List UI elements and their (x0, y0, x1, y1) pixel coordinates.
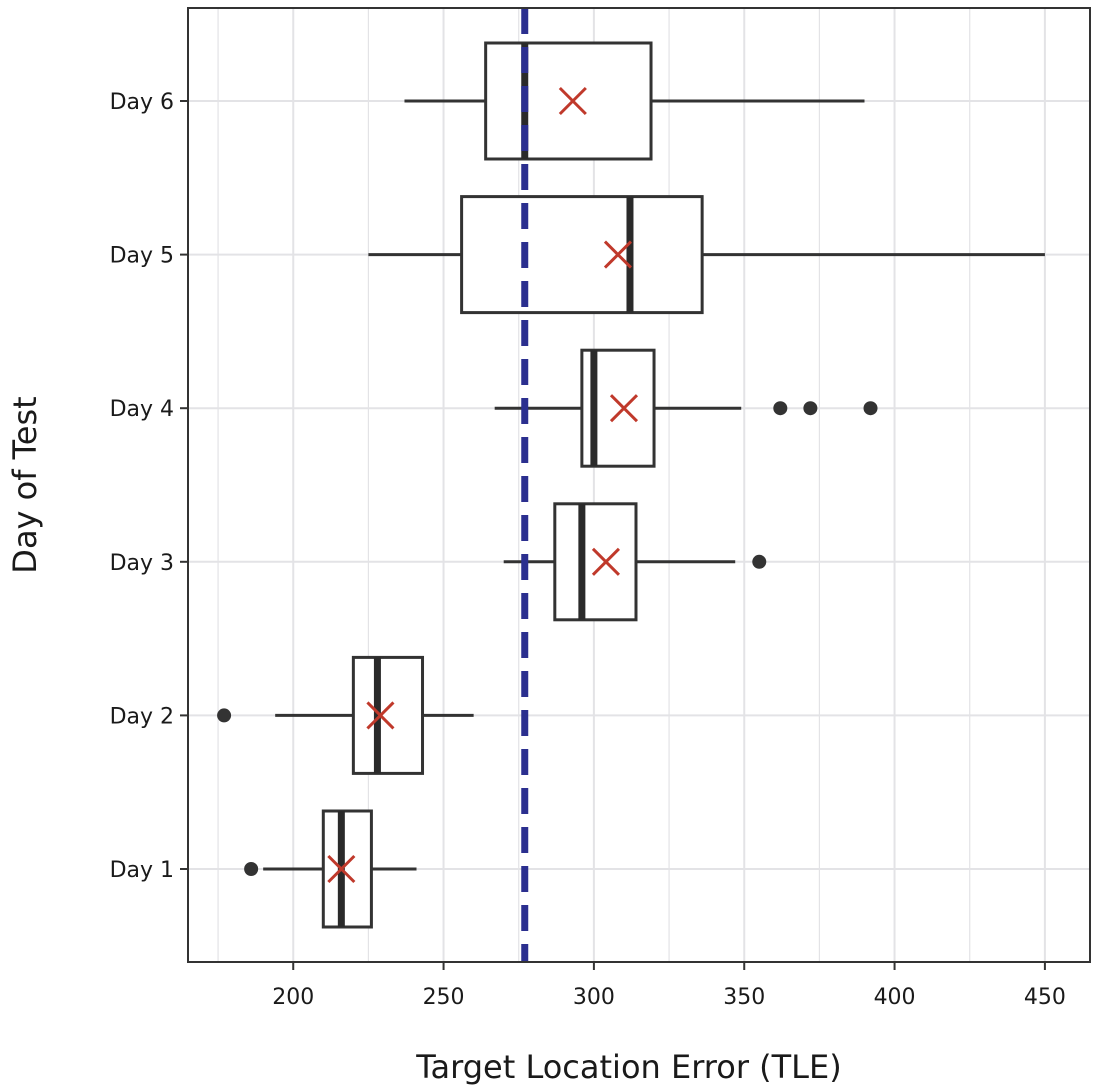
mean-marker-stroke (609, 394, 639, 423)
outlier-point (752, 554, 767, 569)
plot-background (188, 8, 1090, 962)
mean-marker-stroke (327, 854, 356, 884)
y-axis-title: Day of Test (6, 396, 44, 573)
mean-marker-stroke (591, 547, 620, 576)
mean-marker (558, 86, 587, 116)
mean-marker-stroke (603, 240, 633, 269)
y-tick-label: Day 1 (110, 858, 174, 883)
y-tick-label: Day 5 (110, 244, 174, 269)
x-tick-label: 450 (1024, 985, 1066, 1010)
outlier-point (244, 862, 259, 876)
x-tick-label: 250 (423, 985, 465, 1010)
outlier-point (773, 401, 788, 416)
box-plots (217, 41, 1045, 929)
grid-lines (188, 8, 1090, 962)
y-axis-ticks: Day 1 Day 2 Day 3 Day 4 Day 5 Day 6 (110, 90, 188, 883)
x-tick-label: 350 (723, 985, 765, 1010)
y-tick-label: Day 6 (110, 90, 174, 115)
mean-marker (603, 240, 633, 269)
iqr-box (321, 809, 373, 929)
x-axis-ticks: 200 250 300 350 400 450 (272, 962, 1066, 1010)
y-tick-label: Day 2 (110, 704, 174, 729)
iqr-box (460, 195, 704, 315)
mean-marker (609, 394, 639, 423)
iqr-box (351, 655, 425, 775)
box-day-4 (494, 348, 878, 468)
x-tick-label: 400 (874, 985, 916, 1010)
x-tick-label: 300 (573, 985, 615, 1010)
box-day-3 (503, 502, 767, 622)
y-tick-label: Day 4 (110, 397, 174, 422)
box-day-2 (217, 655, 474, 775)
outlier-point (863, 401, 878, 416)
mean-marker (366, 701, 395, 730)
box-day-1 (244, 809, 417, 929)
mean-marker (591, 547, 620, 576)
mean-marker-stroke (558, 86, 587, 116)
iqr-box (484, 41, 653, 161)
mean-marker (327, 854, 356, 884)
plot-frame (187, 7, 1091, 963)
y-tick-label: Day 3 (110, 551, 174, 576)
outlier-point (803, 401, 818, 416)
box-day-5 (368, 195, 1045, 315)
x-axis-title: Target Location Error (TLE) (415, 1048, 841, 1086)
iqr-box (553, 502, 638, 622)
x-tick-label: 200 (272, 985, 314, 1010)
mean-marker-stroke (366, 701, 395, 730)
outlier-point (217, 708, 232, 723)
